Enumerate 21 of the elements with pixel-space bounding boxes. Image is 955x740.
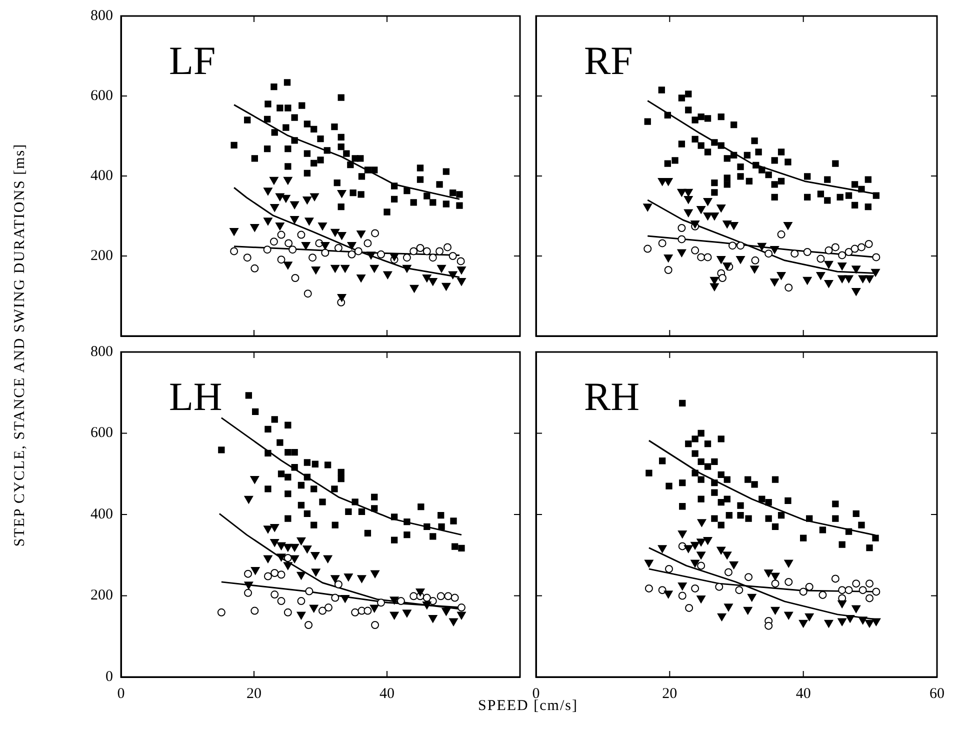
- text: LH: [169, 374, 222, 419]
- x-tick-label: 20: [662, 686, 678, 702]
- y-axis-title: STEP CYCLE, STANCE AND SWING DURATIONS [ms]: [11, 142, 29, 549]
- y-tick-label: 200: [90, 248, 113, 264]
- y-tick-label: 800: [90, 8, 113, 24]
- y-tick-label: 200: [90, 588, 113, 604]
- x-tick-label: 20: [246, 686, 262, 702]
- text: RF: [584, 38, 633, 83]
- y-tick-label: 400: [90, 168, 113, 184]
- y-tick-label: 400: [90, 506, 113, 522]
- x-tick-label: 40: [796, 686, 811, 702]
- x-tick-label: 60: [930, 686, 944, 702]
- y-tick-label: 800: [90, 344, 113, 360]
- y-tick-label: 600: [90, 88, 113, 104]
- y-tick-label: 0: [106, 668, 113, 685]
- x-tick-label: 40: [380, 686, 394, 702]
- text: LF: [169, 38, 216, 83]
- x-axis-title: SPEED [cm/s]: [478, 698, 578, 714]
- y-tick-label: 600: [90, 425, 113, 442]
- x-tick-label: 0: [117, 686, 125, 702]
- text: RH: [584, 374, 640, 419]
